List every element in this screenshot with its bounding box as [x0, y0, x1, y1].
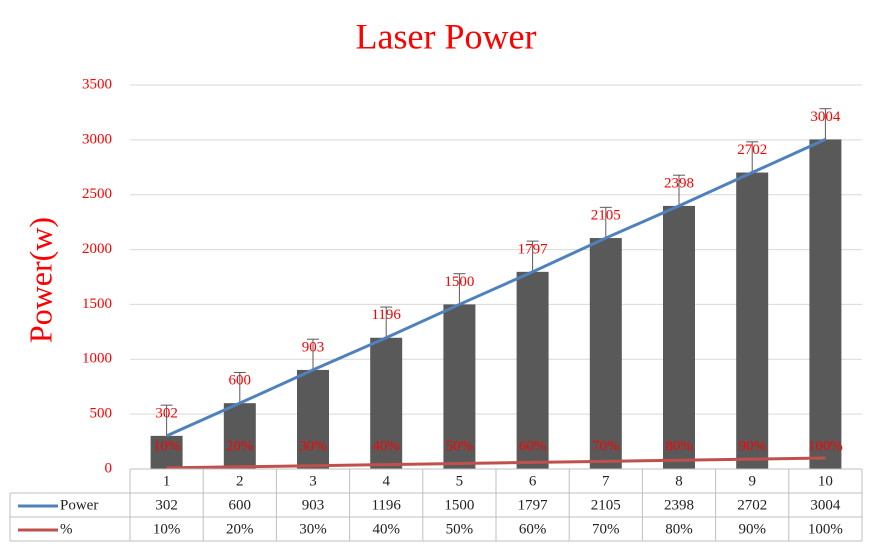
bar — [443, 304, 476, 469]
table-cell: 903 — [302, 497, 325, 513]
table-cell: 70% — [592, 521, 620, 537]
data-label: 1196 — [371, 307, 401, 323]
table-cell: 100% — [808, 521, 843, 537]
data-label: 2702 — [737, 142, 767, 158]
x-tick-label: 5 — [456, 473, 464, 489]
bar — [297, 369, 329, 469]
data-label: 3004 — [810, 109, 841, 125]
data-label: 100% — [808, 438, 843, 454]
table-cell: 600 — [229, 497, 252, 513]
table-cell: 302 — [155, 497, 178, 513]
y-tick-label: 500 — [90, 406, 113, 422]
data-label: 90% — [738, 438, 766, 454]
data-label: 50% — [446, 438, 474, 454]
data-label: 30% — [299, 438, 327, 454]
data-label: 903 — [302, 339, 325, 355]
bar — [809, 139, 842, 470]
bar — [370, 337, 403, 469]
legend-label: Power — [60, 497, 98, 513]
table-cell: 20% — [226, 521, 254, 537]
data-label: 10% — [153, 438, 181, 454]
data-label: 60% — [519, 438, 547, 454]
x-tick-label: 9 — [748, 473, 756, 489]
data-label: 600 — [229, 373, 252, 389]
table-cell: 10% — [153, 521, 181, 537]
y-tick-label: 1500 — [82, 296, 112, 312]
data-label: 40% — [372, 438, 400, 454]
data-label: 20% — [226, 438, 254, 454]
bar — [150, 435, 183, 469]
table-cell: 2702 — [737, 497, 767, 513]
table-cell: 2398 — [664, 497, 694, 513]
bar — [663, 205, 695, 469]
x-tick-label: 8 — [675, 473, 683, 489]
table-cell: 90% — [738, 521, 766, 537]
x-tick-label: 1 — [163, 473, 171, 489]
bar — [516, 271, 549, 469]
series-line — [165, 138, 827, 438]
table-cell: 2105 — [591, 497, 621, 513]
table-cell: 60% — [519, 521, 547, 537]
data-label: 1797 — [518, 241, 549, 257]
data-label: 302 — [155, 405, 178, 421]
table-cell: 1500 — [444, 497, 474, 513]
bar — [736, 172, 769, 469]
table-cell: 50% — [446, 521, 474, 537]
x-tick-label: 4 — [382, 473, 390, 489]
table-cell: 3004 — [810, 497, 841, 513]
table-cell: 80% — [665, 521, 693, 537]
bar — [589, 238, 622, 469]
x-tick-label: 2 — [236, 473, 244, 489]
y-tick-label: 3000 — [82, 131, 112, 147]
y-tick-label: 2000 — [82, 241, 112, 257]
table-cell: 40% — [372, 521, 400, 537]
y-tick-label: 3500 — [82, 76, 112, 92]
bar — [223, 403, 256, 469]
y-tick-label: 1000 — [82, 351, 112, 367]
data-label: 70% — [592, 438, 620, 454]
legend-label: % — [60, 521, 73, 537]
x-tick-label: 6 — [529, 473, 537, 489]
series-line — [166, 456, 826, 470]
x-tick-label: 3 — [309, 473, 317, 489]
x-tick-label: 7 — [602, 473, 610, 489]
x-tick-label: 10 — [818, 473, 833, 489]
data-label: 1500 — [444, 274, 474, 290]
table-cell: 1797 — [518, 497, 549, 513]
data-label: 2105 — [591, 207, 621, 223]
table-cell: 1196 — [371, 497, 401, 513]
table-cell: 30% — [299, 521, 327, 537]
y-axis-label: Power(w) — [22, 217, 58, 343]
chart-title: Laser Power — [356, 16, 537, 56]
y-tick-label: 2500 — [82, 186, 112, 202]
data-label: 2398 — [664, 175, 694, 191]
y-tick-label: 0 — [105, 460, 113, 476]
data-label: 80% — [665, 438, 693, 454]
